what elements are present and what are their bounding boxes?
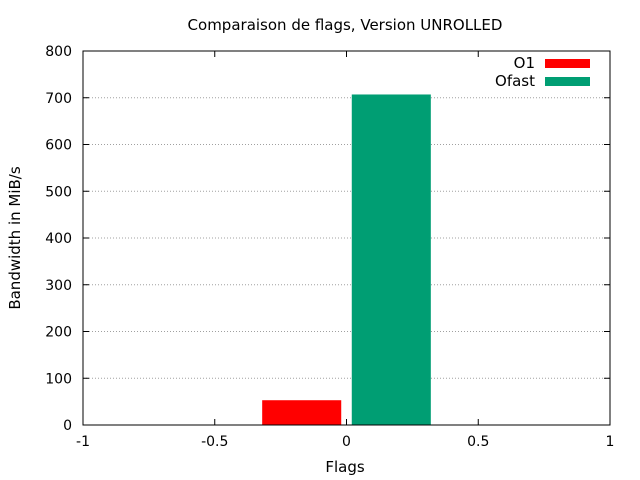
bar-o1: [262, 400, 342, 425]
legend-label: O1: [514, 54, 535, 72]
y-tick-label: 600: [45, 138, 72, 154]
y-axis-ticks: 0 100 200 300 400 500 600 700 800: [45, 44, 610, 434]
x-axis-ticks: -1 -0.5 0 0.5 1: [76, 51, 614, 450]
x-tick-label: 1: [606, 434, 615, 450]
x-tick-label: 0: [342, 434, 351, 450]
y-tick-label: 0: [63, 418, 72, 434]
legend-swatch: [545, 59, 590, 68]
x-tick-label: -1: [76, 434, 90, 450]
y-tick-label: 400: [45, 231, 72, 247]
x-axis-label: Flags: [325, 458, 365, 476]
y-axis-label: Bandwidth in MiB/s: [6, 166, 24, 310]
y-tick-label: 500: [45, 184, 72, 200]
y-tick-label: 800: [45, 44, 72, 60]
y-tick-label: 700: [45, 91, 72, 107]
bars: [262, 94, 431, 425]
legend-label: Ofast: [495, 72, 535, 90]
legend-swatch: [545, 77, 590, 86]
chart-title: Comparaison de flags, Version UNROLLED: [188, 16, 503, 34]
x-tick-label: -0.5: [201, 434, 228, 450]
bar-ofast: [351, 94, 431, 425]
y-tick-label: 100: [45, 371, 72, 387]
x-tick-label: 0.5: [467, 434, 489, 450]
y-tick-label: 300: [45, 278, 72, 294]
grid-lines: [83, 97, 610, 379]
y-tick-label: 200: [45, 325, 72, 341]
